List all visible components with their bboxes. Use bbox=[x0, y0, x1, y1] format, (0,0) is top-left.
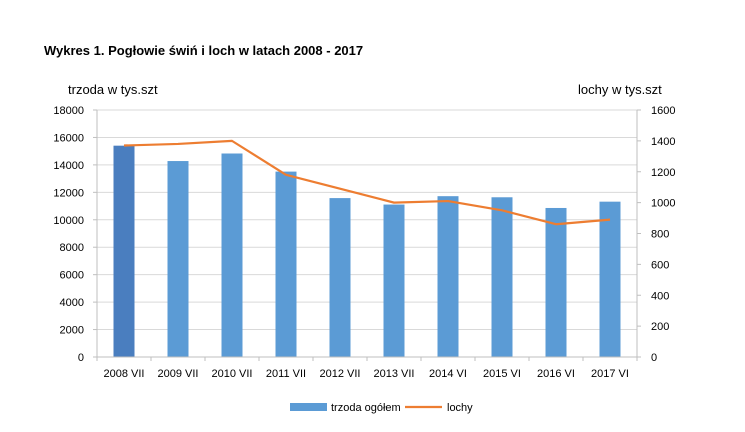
x-tick-label: 2013 VII bbox=[374, 368, 415, 380]
legend-label-bar: trzoda ogółem bbox=[331, 402, 401, 414]
y-ticks-right: 0 200 400 600 800 1000 1200 1400 1600 bbox=[651, 105, 675, 364]
legend-label-line: lochy bbox=[447, 402, 473, 414]
bar bbox=[599, 201, 621, 357]
y-tick-label-right: 400 bbox=[651, 290, 669, 302]
y-tick-label-left: 10000 bbox=[53, 215, 84, 227]
legend: trzoda ogółem lochy bbox=[290, 402, 473, 414]
axes bbox=[93, 109, 641, 361]
legend-swatch-bar bbox=[290, 403, 327, 411]
bar bbox=[275, 171, 297, 357]
line-lochy bbox=[123, 139, 611, 226]
bar-series bbox=[113, 145, 621, 357]
bar bbox=[329, 198, 351, 357]
y-tick-label-left: 0 bbox=[78, 352, 84, 364]
x-tick-label: 2015 VI bbox=[483, 368, 521, 380]
y-ticks-left: 0 2000 4000 6000 8000 10000 12000 14000 16000 180… bbox=[53, 105, 84, 364]
y-tick-label-right: 1000 bbox=[651, 198, 675, 210]
x-tick-label: 2011 VII bbox=[266, 368, 306, 380]
y-tick-label-right: 600 bbox=[651, 259, 669, 271]
x-tick-label: 2008 VII bbox=[104, 368, 145, 380]
y-tick-label-right: 1400 bbox=[651, 136, 675, 148]
bar bbox=[221, 153, 243, 357]
x-tick-label: 2016 VI bbox=[537, 368, 575, 380]
x-tick-label: 2012 VII bbox=[320, 368, 361, 380]
y-tick-label-left: 2000 bbox=[60, 325, 84, 337]
bar bbox=[383, 204, 405, 357]
y-tick-label-right: 1200 bbox=[651, 167, 675, 179]
line-series bbox=[123, 139, 611, 226]
x-tick-label: 2014 VI bbox=[429, 368, 467, 380]
y-tick-label-left: 16000 bbox=[53, 132, 84, 144]
bar bbox=[437, 196, 459, 357]
x-tick-label: 2009 VII bbox=[158, 368, 199, 380]
y-tick-label-left: 12000 bbox=[53, 187, 84, 199]
chart-title: Wykres 1. Pogłowie świń i loch w latach … bbox=[44, 43, 364, 58]
y-axis-label-right: lochy w tys.szt bbox=[578, 82, 662, 97]
y-tick-label-right: 1600 bbox=[651, 105, 675, 117]
x-tick-label: 2010 VII bbox=[212, 368, 253, 380]
y-tick-label-right: 200 bbox=[651, 321, 669, 333]
y-axis-label-left: trzoda w tys.szt bbox=[68, 82, 158, 97]
y-tick-label-left: 6000 bbox=[60, 270, 84, 282]
x-ticks: 2008 VII 2009 VII 2010 VII 2011 VII 2012 VII… bbox=[104, 368, 629, 380]
x-tick-label: 2017 VI bbox=[591, 368, 629, 380]
bar bbox=[491, 197, 513, 357]
y-tick-label-left: 18000 bbox=[53, 105, 84, 117]
y-tick-label-left: 4000 bbox=[60, 297, 84, 309]
y-tick-label-right: 0 bbox=[651, 352, 657, 364]
y-tick-label-right: 800 bbox=[651, 229, 669, 241]
bar bbox=[545, 207, 567, 357]
bar bbox=[113, 145, 135, 357]
y-tick-label-left: 14000 bbox=[53, 160, 84, 172]
bar bbox=[167, 161, 189, 357]
y-tick-label-left: 8000 bbox=[60, 242, 84, 254]
